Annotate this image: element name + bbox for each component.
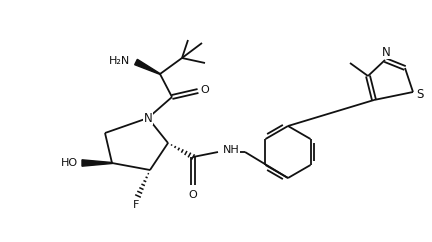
Text: F: F: [133, 200, 139, 210]
Text: NH: NH: [223, 145, 240, 155]
Text: HO: HO: [61, 158, 78, 168]
Polygon shape: [82, 160, 112, 166]
Text: S: S: [416, 88, 424, 100]
Polygon shape: [135, 59, 160, 74]
Text: H₂N: H₂N: [109, 56, 130, 66]
Text: O: O: [189, 190, 197, 200]
Text: O: O: [200, 85, 210, 95]
Text: N: N: [143, 112, 152, 124]
Text: N: N: [381, 45, 391, 59]
